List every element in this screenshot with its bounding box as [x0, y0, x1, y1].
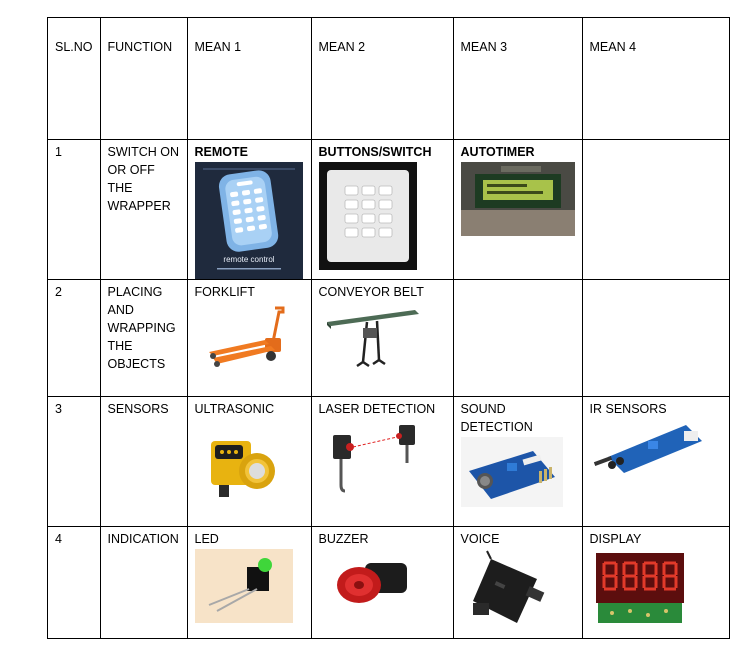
remote-control-image: remote control [194, 162, 303, 279]
mean-cell-empty [581, 139, 730, 280]
mean-cell: FORKLIFT [186, 279, 312, 397]
laser-sensor-image [332, 425, 415, 493]
mean-cell: ULTRASONIC [186, 396, 312, 527]
mean-cell: BUZZER [310, 526, 454, 639]
table-row: 4 INDICATION LED BUZZER VOICE [47, 526, 730, 639]
mean-cell: LED [186, 526, 312, 639]
mean-label: SOUND DETECTION [460, 402, 533, 434]
ir-sensor-image [593, 425, 702, 473]
function-cell: SWITCH ON OR OFF THE WRAPPER [99, 139, 188, 280]
sl-no-cell: 2 [47, 279, 101, 397]
seven-segment-display-image [595, 553, 684, 623]
header-row: SL.NO FUNCTION MEAN 1 MEAN 2 MEAN 3 MEAN… [47, 17, 730, 140]
mean-label: FORKLIFT [194, 285, 255, 299]
header-sl-no: SL.NO [47, 17, 101, 140]
mean-label: LED [194, 532, 219, 546]
mean-cell: DISPLAY [581, 526, 730, 639]
red-buzzer-image [336, 563, 407, 603]
header-mean-1: MEAN 1 [186, 17, 312, 140]
mean-cell: IR SENSORS [581, 396, 730, 527]
mean-cell: REMOTE remote control [186, 139, 312, 280]
mean-cell: LASER DETECTION [310, 396, 454, 527]
header-mean-4: MEAN 4 [581, 17, 730, 140]
header-mean-3: MEAN 3 [452, 17, 583, 140]
forklift-image [208, 306, 285, 367]
mean-label: DISPLAY [589, 532, 642, 546]
morphological-chart-table: SL.NO FUNCTION MEAN 1 MEAN 2 MEAN 3 MEAN… [47, 17, 730, 639]
svg-text:remote control: remote control [223, 255, 274, 264]
mean-cell: SOUND DETECTION [452, 396, 583, 527]
mean-label: BUZZER [318, 532, 369, 546]
table-row: 1 SWITCH ON OR OFF THE WRAPPER REMOTE [47, 139, 730, 280]
keypad-switch-image [318, 162, 417, 270]
mean-cell-empty [581, 279, 730, 397]
conveyor-belt-image [326, 310, 419, 368]
function-cell: PLACING AND WRAPPING THE OBJECTS [99, 279, 188, 397]
mean-label: BUTTONS/SWITCH [318, 145, 432, 159]
lcd-timer-image [460, 162, 575, 236]
mean-label: REMOTE [194, 145, 248, 159]
header-function: FUNCTION [99, 17, 188, 140]
voice-recorder-image [472, 550, 544, 623]
sl-no-cell: 3 [47, 396, 101, 527]
mean-label: LASER DETECTION [318, 402, 436, 416]
function-cell: SENSORS [99, 396, 188, 527]
mean-cell: CONVEYOR BELT [310, 279, 454, 397]
mean-label: AUTOTIMER [460, 145, 535, 159]
table-row: 3 SENSORS ULTRASONIC LASER DETECTION [47, 396, 730, 527]
function-cell: INDICATION [99, 526, 188, 639]
mean-label: ULTRASONIC [194, 402, 275, 416]
mean-cell: AUTOTIMER [452, 139, 583, 280]
green-led-image [194, 549, 293, 623]
mean-cell: VOICE [452, 526, 583, 639]
mean-label: IR SENSORS [589, 402, 667, 416]
sl-no-cell: 4 [47, 526, 101, 639]
header-mean-2: MEAN 2 [310, 17, 454, 140]
mean-label: VOICE [460, 532, 500, 546]
mean-cell: BUTTONS/SWITCH [310, 139, 454, 280]
sl-no-cell: 1 [47, 139, 101, 280]
ultrasonic-sensor-image [210, 441, 275, 497]
sound-sensor-image [460, 437, 563, 507]
mean-label: CONVEYOR BELT [318, 285, 424, 299]
mean-cell-empty [452, 279, 583, 397]
table-row: 2 PLACING AND WRAPPING THE OBJECTS FORKL… [47, 279, 730, 397]
